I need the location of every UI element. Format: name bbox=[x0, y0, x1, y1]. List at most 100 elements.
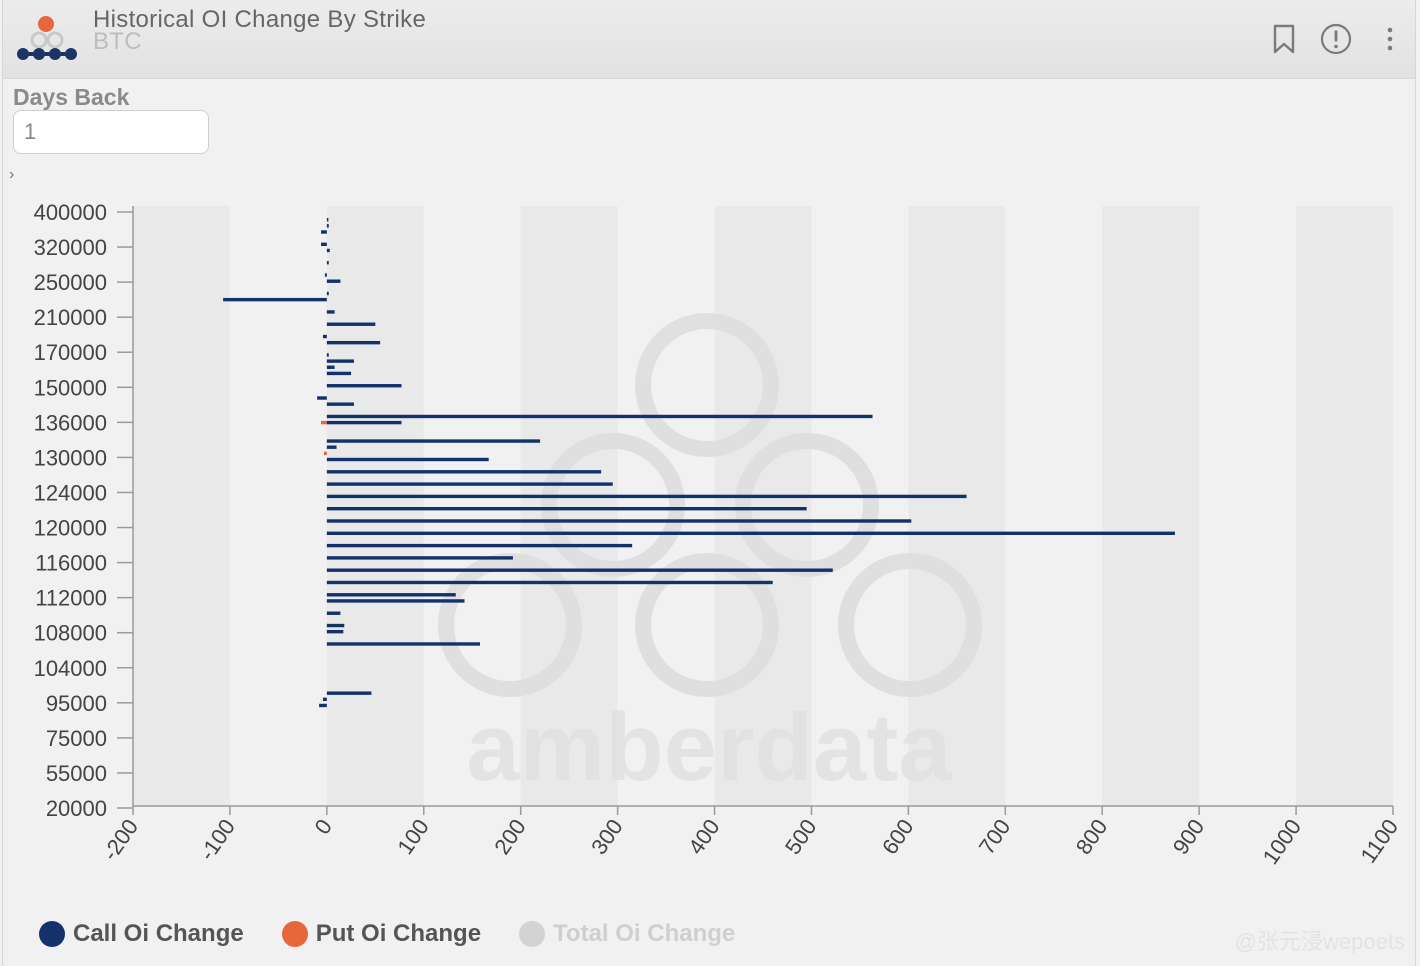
call-oi-bar bbox=[324, 273, 327, 277]
x-tick-label: 100 bbox=[392, 815, 434, 859]
legend-label-total: Total Oi Change bbox=[553, 920, 736, 947]
plot-band bbox=[133, 206, 230, 806]
plot-band bbox=[520, 206, 618, 806]
x-tick-label: 700 bbox=[974, 815, 1016, 859]
x-tick-label: 400 bbox=[683, 815, 725, 859]
panel-subtitle: BTC bbox=[93, 28, 142, 55]
call-oi-bar bbox=[326, 439, 541, 443]
call-oi-bar bbox=[326, 261, 329, 265]
legend-item-put[interactable]: Put Oi Change bbox=[281, 920, 482, 948]
x-tick-label: 300 bbox=[586, 815, 628, 859]
credit-watermark: @张元浸wepoets bbox=[1234, 929, 1405, 954]
call-oi-bar bbox=[319, 703, 327, 708]
call-oi-bar bbox=[326, 384, 402, 388]
bookmark-icon[interactable] bbox=[1267, 22, 1301, 56]
legend-label-call: Call Oi Change bbox=[73, 920, 244, 947]
y-tick-label: 112000 bbox=[35, 586, 107, 611]
watermark-text: amberdata bbox=[466, 694, 952, 801]
call-oi-bar bbox=[326, 470, 602, 474]
call-oi-bar bbox=[326, 599, 465, 603]
chevron-right-icon[interactable]: › bbox=[9, 166, 15, 183]
y-tick-label: 400000 bbox=[34, 200, 107, 225]
y-tick-label: 104000 bbox=[34, 656, 107, 681]
call-oi-bar bbox=[321, 242, 327, 246]
put-oi-bar bbox=[321, 420, 327, 425]
x-tick-label: 1100 bbox=[1355, 815, 1403, 868]
call-oi-bar bbox=[322, 697, 327, 702]
y-tick-label: 75000 bbox=[46, 726, 107, 751]
call-oi-bar bbox=[326, 580, 773, 585]
y-tick-label: 130000 bbox=[34, 445, 107, 470]
call-oi-bar bbox=[326, 482, 613, 486]
days-back-label: Days Back bbox=[13, 84, 130, 110]
info-icon[interactable] bbox=[1319, 22, 1353, 56]
call-oi-bar bbox=[326, 629, 344, 634]
call-oi-bar bbox=[326, 279, 341, 283]
plot-band bbox=[326, 206, 424, 806]
legend-label-put: Put Oi Change bbox=[315, 920, 482, 947]
call-oi-bar bbox=[326, 556, 513, 560]
more-vertical-icon[interactable] bbox=[1373, 22, 1407, 56]
legend-dot-put bbox=[281, 921, 308, 947]
x-tick-label: 600 bbox=[877, 815, 919, 859]
plot-band bbox=[423, 206, 521, 806]
call-oi-bar bbox=[326, 445, 337, 449]
plot-band bbox=[617, 206, 715, 806]
plot-band bbox=[811, 206, 909, 806]
call-oi-bar bbox=[326, 402, 354, 406]
x-tick-label: 800 bbox=[1071, 815, 1113, 859]
call-oi-bar bbox=[326, 322, 376, 326]
call-oi-bar bbox=[326, 507, 807, 511]
call-oi-bar bbox=[322, 334, 327, 339]
call-oi-bar bbox=[326, 543, 633, 548]
call-oi-bar bbox=[326, 353, 329, 357]
legend-dot-total bbox=[519, 921, 546, 947]
call-oi-bar bbox=[317, 396, 327, 400]
amberdata-logo bbox=[17, 16, 77, 60]
call-oi-bar bbox=[321, 230, 327, 234]
call-oi-bar bbox=[326, 611, 341, 615]
x-tick-label: 200 bbox=[489, 815, 531, 859]
x-axis-labels: -200 -100 0 100 200 300 400 500 600 700 800 900 1000… bbox=[97, 815, 1403, 869]
days-back-input[interactable] bbox=[13, 110, 209, 154]
panel-title: Historical OI Change By Strike bbox=[93, 6, 427, 33]
y-tick-label: 108000 bbox=[34, 621, 107, 646]
y-tick-label: 95000 bbox=[46, 691, 107, 716]
chart-legend: Call Oi Change Put Oi Change Total Oi Ch… bbox=[39, 916, 773, 952]
call-oi-bar bbox=[326, 691, 372, 695]
call-oi-bar bbox=[326, 371, 352, 376]
x-tick-label: 0 bbox=[309, 815, 337, 839]
call-oi-bar bbox=[326, 218, 329, 222]
legend-item-total[interactable]: Total Oi Change bbox=[519, 920, 735, 948]
y-tick-label: 55000 bbox=[46, 761, 107, 786]
plot-band bbox=[1296, 206, 1393, 806]
chart-bars bbox=[223, 218, 1175, 708]
call-oi-bar bbox=[326, 623, 345, 628]
call-oi-bar bbox=[326, 593, 456, 597]
y-tick-label: 210000 bbox=[34, 305, 107, 330]
call-oi-bar bbox=[326, 568, 833, 572]
plot-band bbox=[229, 206, 327, 806]
call-oi-bar bbox=[326, 291, 329, 296]
call-oi-bar bbox=[326, 310, 335, 314]
y-tick-label: 124000 bbox=[34, 480, 107, 505]
call-oi-bar bbox=[326, 519, 912, 523]
plot-background-bands bbox=[133, 206, 1393, 806]
call-oi-bar bbox=[326, 531, 1175, 535]
call-oi-bar bbox=[326, 494, 967, 499]
y-tick-label: 250000 bbox=[34, 270, 107, 295]
plot-band bbox=[908, 206, 1006, 806]
call-oi-bar bbox=[326, 365, 335, 369]
y-tick-label: 150000 bbox=[34, 375, 107, 400]
x-tick-label: -200 bbox=[97, 815, 143, 865]
y-tick-label: 170000 bbox=[34, 340, 107, 365]
legend-item-call[interactable]: Call Oi Change bbox=[39, 920, 244, 948]
call-oi-bar bbox=[326, 224, 329, 228]
chart-axes bbox=[117, 206, 1394, 815]
y-axis-labels: 400000 320000 250000 210000 170000 150000 1360… bbox=[34, 200, 107, 821]
x-tick-label: 900 bbox=[1168, 815, 1210, 859]
call-oi-bar bbox=[326, 248, 330, 253]
oi-change-chart: amberdata 400000 320000 250000 210000 170000… bbox=[34, 200, 1404, 869]
call-oi-bar bbox=[326, 359, 354, 363]
